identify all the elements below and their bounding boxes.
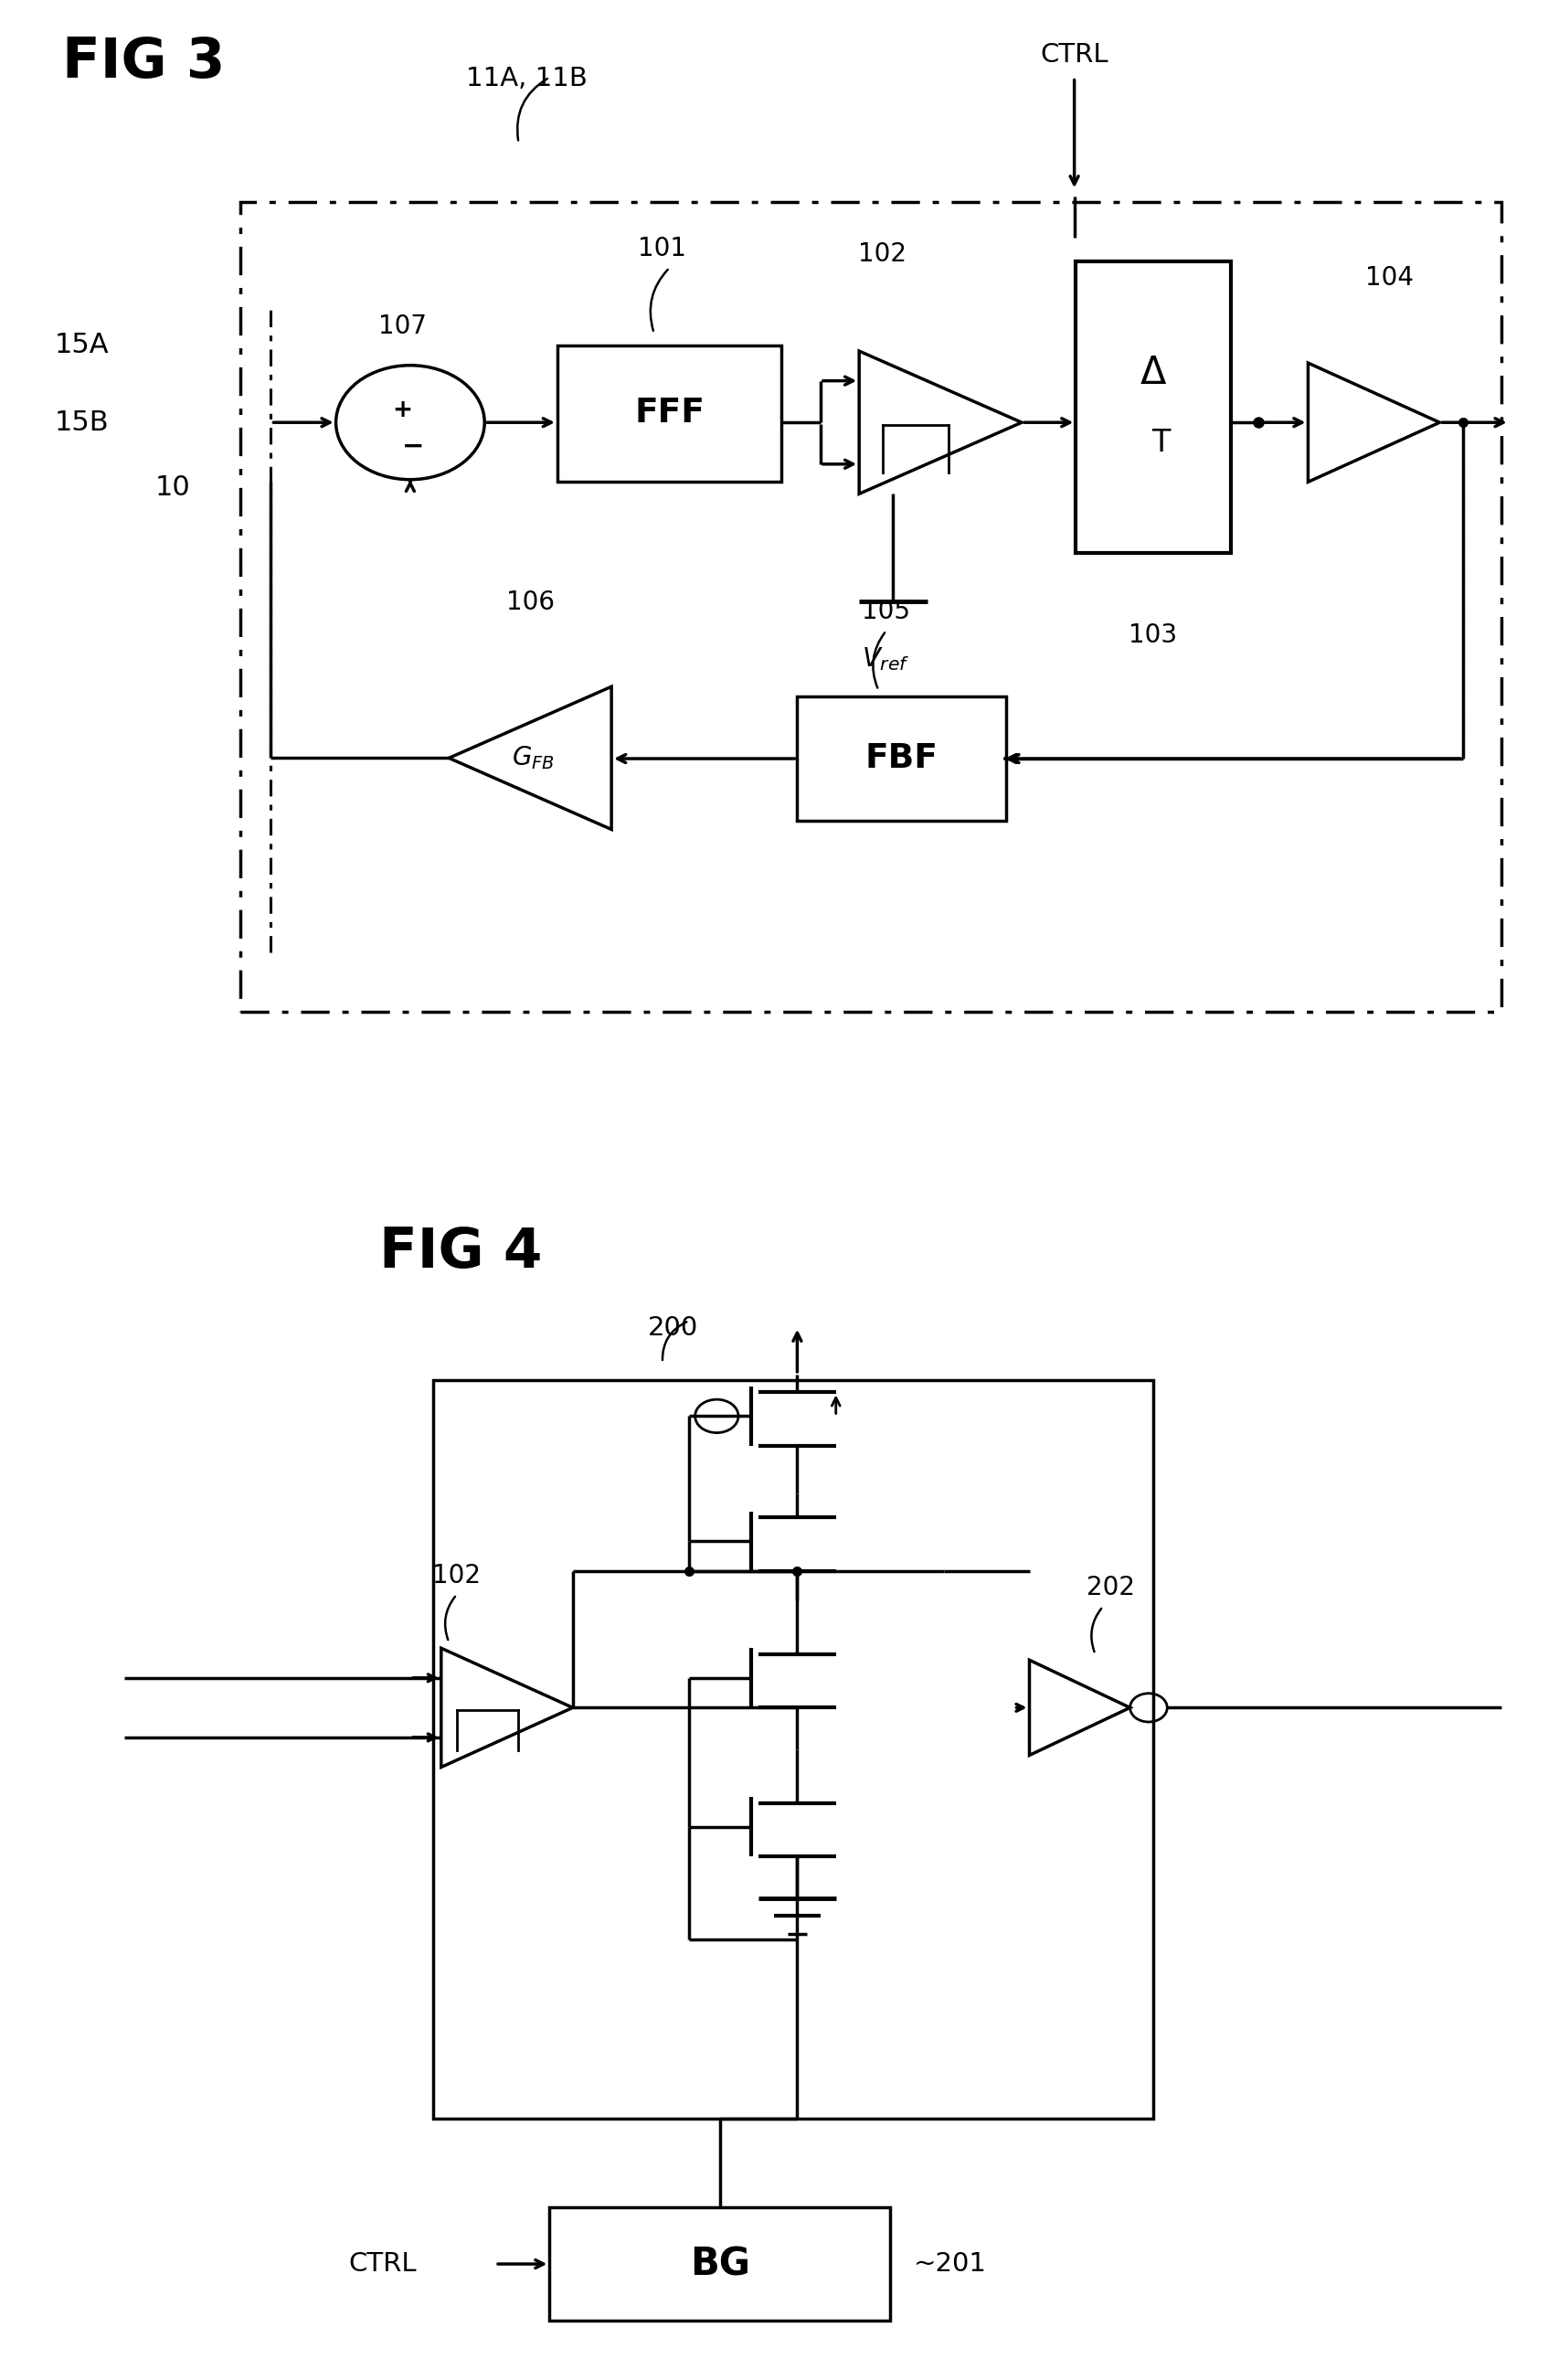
Text: +: + — [393, 400, 412, 421]
Text: CTRL: CTRL — [348, 2251, 416, 2278]
Text: 103: 103 — [1128, 624, 1178, 647]
Text: 102: 102 — [432, 1564, 481, 1587]
Text: 104: 104 — [1365, 267, 1413, 290]
Text: 10: 10 — [155, 474, 190, 502]
Bar — [550, 2209, 890, 2320]
Text: FIG 4: FIG 4 — [379, 1226, 542, 1280]
Text: $V_{ref}$: $V_{ref}$ — [861, 645, 910, 674]
Text: ~201: ~201 — [913, 2251, 986, 2278]
Text: Δ: Δ — [1141, 352, 1166, 393]
Text: FIG 3: FIG 3 — [62, 36, 224, 90]
Text: 107: 107 — [378, 314, 427, 338]
Text: 15A: 15A — [54, 331, 108, 359]
Bar — [557, 345, 782, 481]
Bar — [433, 1380, 1153, 2118]
Text: 11A, 11B: 11A, 11B — [466, 67, 587, 90]
Text: BG: BG — [690, 2244, 749, 2282]
Text: 101: 101 — [638, 236, 686, 262]
Text: 105: 105 — [862, 600, 910, 624]
Text: −: − — [402, 433, 424, 459]
Bar — [1076, 262, 1231, 552]
Text: FFF: FFF — [635, 397, 704, 431]
Bar — [240, 202, 1502, 1011]
Text: 15B: 15B — [54, 409, 108, 436]
Text: $G_{FB}$: $G_{FB}$ — [512, 745, 554, 771]
Text: CTRL: CTRL — [1040, 40, 1108, 67]
Text: T: T — [1152, 428, 1170, 457]
Text: 202: 202 — [1087, 1576, 1135, 1599]
Text: 200: 200 — [649, 1314, 698, 1340]
Bar — [797, 695, 1006, 821]
Text: 102: 102 — [858, 243, 907, 267]
Text: FBF: FBF — [865, 743, 938, 776]
Text: 106: 106 — [506, 590, 554, 614]
